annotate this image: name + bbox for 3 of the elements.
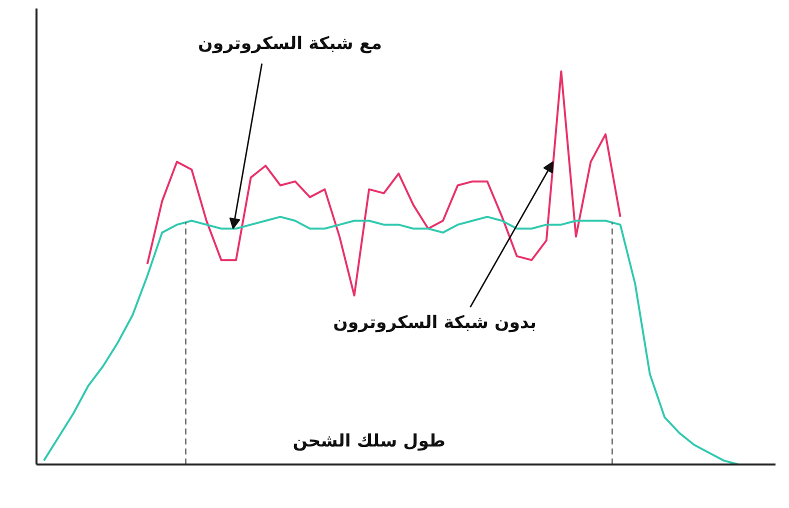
x-axis-title: طول سلك الشحن (292, 432, 446, 452)
annotation: بدون شبكة السكروترون (333, 313, 537, 334)
text: مع شبكة السكروترون (198, 34, 382, 54)
